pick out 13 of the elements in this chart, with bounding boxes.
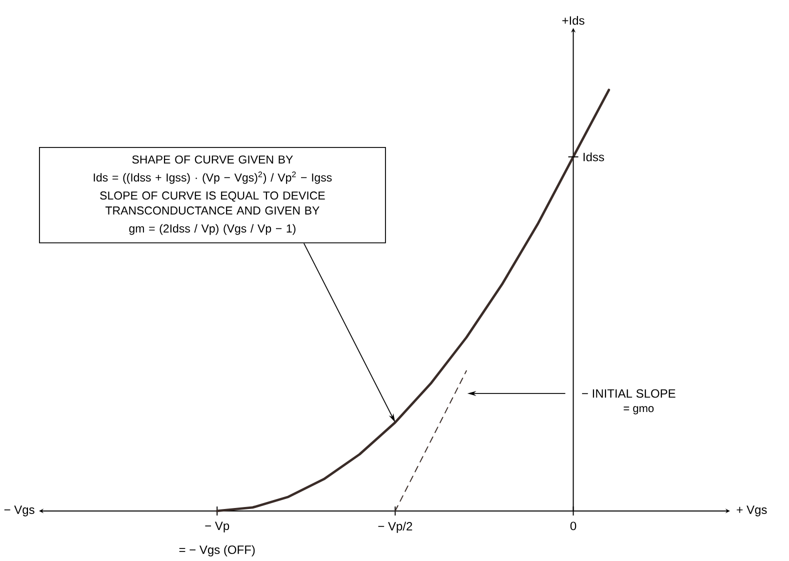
annotation: − INITIAL SLOPE — [582, 389, 676, 398]
text: − Vgs — [4, 506, 34, 516]
text: = − Vgs (OFF) — [179, 545, 255, 556]
x-axis-title: + Vgs — [736, 506, 767, 516]
x-tick-label: − Vp/2 — [378, 522, 412, 533]
annotation: Ids = ((Idss + Igss) · (Vp − Vgs)$^{2}$) / Vp$^{2}$ − Igss — [94, 172, 332, 184]
annotation: = gmo — [624, 406, 654, 414]
x-tick-label: − Vp — [205, 522, 230, 532]
annotation: gm = (2Idss / Vp) (Vgs / Vp − 1) — [129, 224, 296, 235]
annotation: Idss — [584, 152, 604, 162]
x-tick-label: 0 — [570, 522, 576, 530]
annotation: SHAPE OF CURVE GIVEN BY — [132, 155, 293, 164]
text: +Ids — [562, 16, 584, 25]
